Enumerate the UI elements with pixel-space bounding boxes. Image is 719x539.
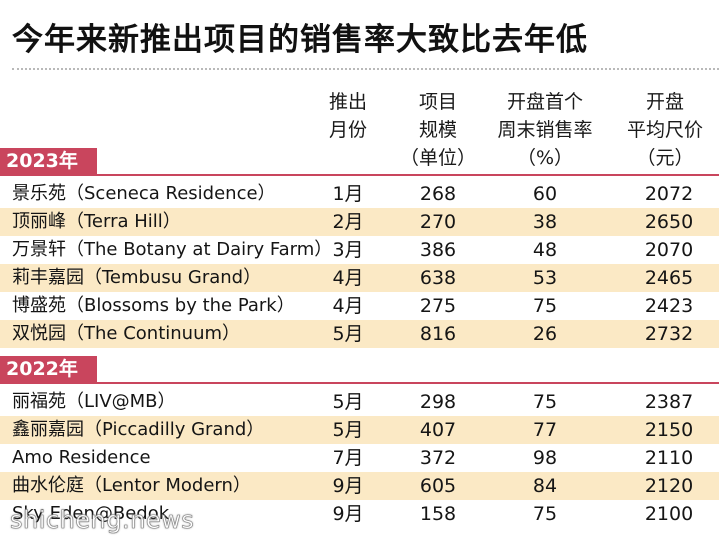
launch-month: 9月	[332, 475, 364, 497]
header-units-line-2: 规模	[418, 119, 457, 141]
launch-month: 7月	[332, 447, 364, 469]
year-badge-2023: 2023年	[0, 148, 97, 174]
table-row: 万景轩（The Botany at Dairy Farm） 3月 386 48 …	[0, 236, 719, 264]
table-row: 顶丽峰（Terra Hill） 2月 270 38 2650	[0, 208, 719, 236]
project-units: 270	[419, 211, 457, 233]
weekend-sales-rate: 60	[532, 183, 558, 205]
header-month-line-2: 月份	[328, 119, 367, 141]
weekend-sales-rate: 53	[532, 267, 558, 289]
weekend-sales-rate: 48	[532, 239, 558, 261]
page-title: 今年来新推出项目的销售率大致比去年低	[12, 22, 588, 58]
avg-psf-price: 2732	[644, 323, 694, 345]
launch-month: 2月	[332, 211, 364, 233]
launch-month: 9月	[332, 503, 364, 525]
header-units-line-1: 项目	[418, 91, 457, 113]
header-units: 项目 规模 （单位）	[392, 88, 484, 172]
project-name: 顶丽峰（Terra Hill）	[12, 211, 181, 232]
watermark: shicheng.news	[10, 506, 195, 535]
project-units: 407	[419, 419, 457, 441]
project-name: 博盛苑（Blossoms by the Park）	[12, 295, 295, 316]
table-row: Amo Residence 7月 372 98 2110	[0, 444, 719, 472]
header-price-line-3: （元）	[636, 147, 694, 169]
project-name: 景乐苑（Sceneca Residence）	[12, 183, 276, 204]
project-name: 丽福苑（LIV@MB）	[12, 391, 176, 412]
header-month-line-1: 推出	[328, 91, 367, 113]
avg-psf-price: 2650	[644, 211, 694, 233]
project-name: 莉丰嘉园（Tembusu Grand）	[12, 267, 262, 288]
project-units: 372	[419, 447, 457, 469]
table-row: 博盛苑（Blossoms by the Park） 4月 275 75 2423	[0, 292, 719, 320]
project-name: 万景轩（The Botany at Dairy Farm）	[12, 239, 333, 260]
project-units: 275	[419, 295, 457, 317]
launch-month: 3月	[332, 239, 364, 261]
table-row: 丽福苑（LIV@MB） 5月 298 75 2387	[0, 388, 719, 416]
avg-psf-price: 2100	[644, 503, 694, 525]
project-units: 268	[419, 183, 457, 205]
header-month: 推出 月份	[318, 88, 378, 144]
weekend-sales-rate: 98	[532, 447, 558, 469]
avg-psf-price: 2465	[644, 267, 694, 289]
header-rate-line-2: 周末销售率	[497, 119, 593, 141]
header-rate: 开盘首个 周末销售率 （%）	[488, 88, 602, 172]
project-units: 386	[419, 239, 457, 261]
launch-month: 5月	[332, 323, 364, 345]
avg-psf-price: 2070	[644, 239, 694, 261]
table-row: 双悦园（The Continuum） 5月 816 26 2732	[0, 320, 719, 348]
project-units: 816	[419, 323, 457, 345]
project-units: 638	[419, 267, 457, 289]
header-price-line-1: 开盘	[645, 91, 684, 113]
avg-psf-price: 2387	[644, 391, 694, 413]
year-divider-2023	[0, 174, 719, 176]
avg-psf-price: 2120	[644, 475, 694, 497]
year-divider-2022	[0, 382, 719, 384]
avg-psf-price: 2423	[644, 295, 694, 317]
header-price-line-2: 平均尺价	[626, 119, 703, 141]
project-units: 298	[419, 391, 457, 413]
weekend-sales-rate: 84	[532, 475, 558, 497]
header-rate-line-1: 开盘首个	[506, 91, 583, 113]
header-rate-line-3: （%）	[516, 147, 574, 169]
table-row: 景乐苑（Sceneca Residence） 1月 268 60 2072	[0, 180, 719, 208]
title-divider	[12, 68, 719, 70]
weekend-sales-rate: 77	[532, 419, 558, 441]
launch-month: 5月	[332, 391, 364, 413]
table-row: 莉丰嘉园（Tembusu Grand） 4月 638 53 2465	[0, 264, 719, 292]
launch-month: 4月	[332, 295, 364, 317]
table-row: 鑫丽嘉园（Piccadilly Grand） 5月 407 77 2150	[0, 416, 719, 444]
project-units: 605	[419, 475, 457, 497]
weekend-sales-rate: 26	[532, 323, 558, 345]
project-name: 曲水伦庭（Lentor Modern）	[12, 475, 251, 496]
weekend-sales-rate: 75	[532, 503, 558, 525]
avg-psf-price: 2072	[644, 183, 694, 205]
weekend-sales-rate: 38	[532, 211, 558, 233]
year-badge-2022: 2022年	[0, 356, 97, 382]
header-price: 开盘 平均尺价 （元）	[612, 88, 718, 172]
launch-month: 5月	[332, 419, 364, 441]
weekend-sales-rate: 75	[532, 295, 558, 317]
project-units: 158	[419, 503, 457, 525]
avg-psf-price: 2150	[644, 419, 694, 441]
project-name: 鑫丽嘉园（Piccadilly Grand）	[12, 419, 265, 440]
table-row: Sky Eden@Bedok 9月 158 75 2100	[0, 500, 719, 528]
launch-month: 4月	[332, 267, 364, 289]
project-name: 双悦园（The Continuum）	[12, 323, 241, 344]
avg-psf-price: 2110	[644, 447, 694, 469]
project-name: Sky Eden@Bedok	[12, 503, 170, 524]
project-name: Amo Residence	[12, 447, 151, 468]
table-row: 曲水伦庭（Lentor Modern） 9月 605 84 2120	[0, 472, 719, 500]
launch-month: 1月	[332, 183, 364, 205]
header-units-line-3: （单位）	[399, 147, 476, 169]
weekend-sales-rate: 75	[532, 391, 558, 413]
